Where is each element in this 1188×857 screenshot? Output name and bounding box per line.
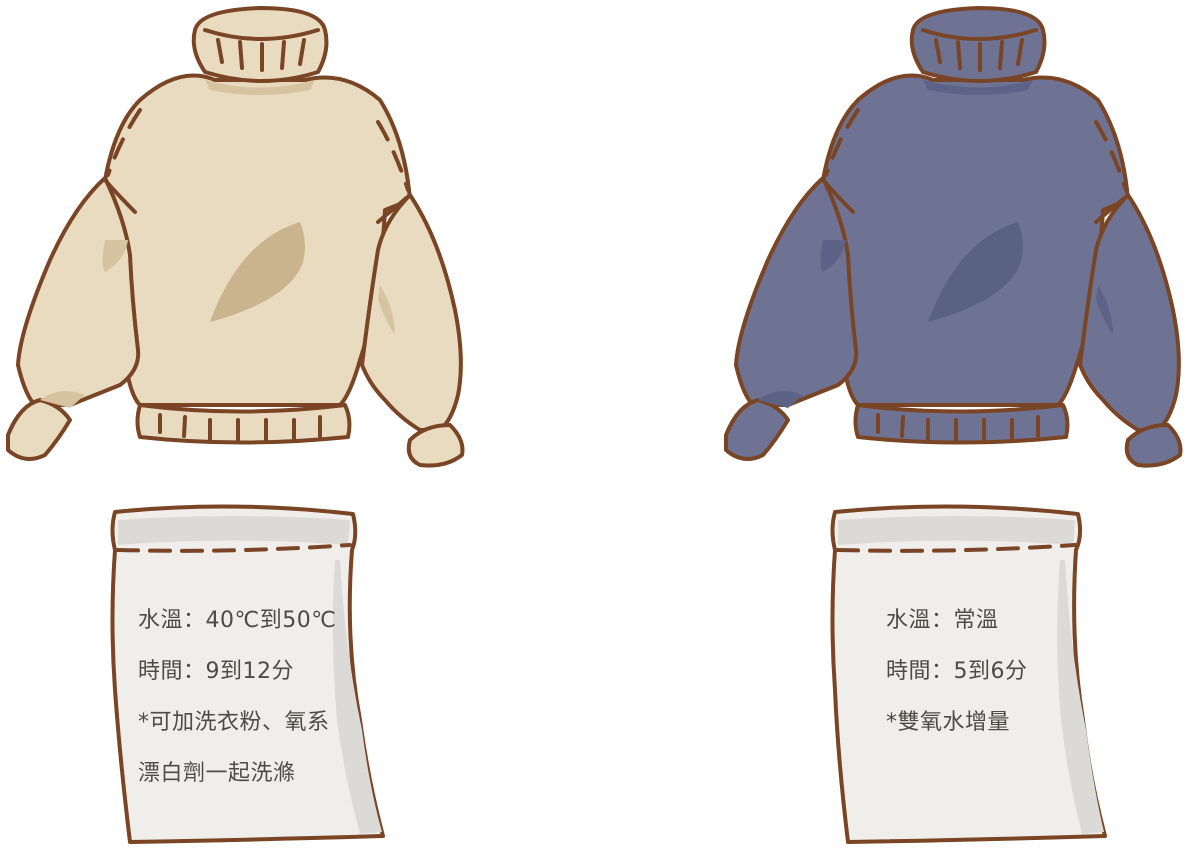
card-line: *可加洗衣粉、氧系 bbox=[138, 710, 330, 735]
card-line: 時間：9到12分 bbox=[138, 659, 294, 684]
navy-sweater-illustration bbox=[724, 6, 1183, 468]
card-line: 水溫：40℃到50℃ bbox=[138, 608, 337, 633]
card-line: 水溫：常溫 bbox=[886, 608, 999, 633]
care-instructions-beige: 水溫：40℃到50℃ 時間：9到12分 *可加洗衣粉、氧系 漂白劑一起洗滌 bbox=[138, 595, 336, 799]
card-line: 漂白劑一起洗滌 bbox=[138, 761, 296, 786]
beige-sweater-illustration bbox=[6, 6, 465, 468]
sweater-icon bbox=[6, 6, 465, 468]
sweater-item-navy: 水溫：常溫 時間：5到6分 *雙氧水增量 bbox=[718, 0, 1188, 857]
care-card-navy bbox=[830, 504, 1107, 844]
care-instructions-navy: 水溫：常溫 時間：5到6分 *雙氧水增量 bbox=[886, 595, 1028, 748]
care-card-beige bbox=[110, 504, 385, 844]
sweater-item-beige: 水溫：40℃到50℃ 時間：9到12分 *可加洗衣粉、氧系 漂白劑一起洗滌 bbox=[0, 0, 480, 857]
card-line: 時間：5到6分 bbox=[886, 659, 1028, 684]
sweater-icon bbox=[724, 6, 1183, 468]
card-line: *雙氧水增量 bbox=[886, 710, 1011, 735]
